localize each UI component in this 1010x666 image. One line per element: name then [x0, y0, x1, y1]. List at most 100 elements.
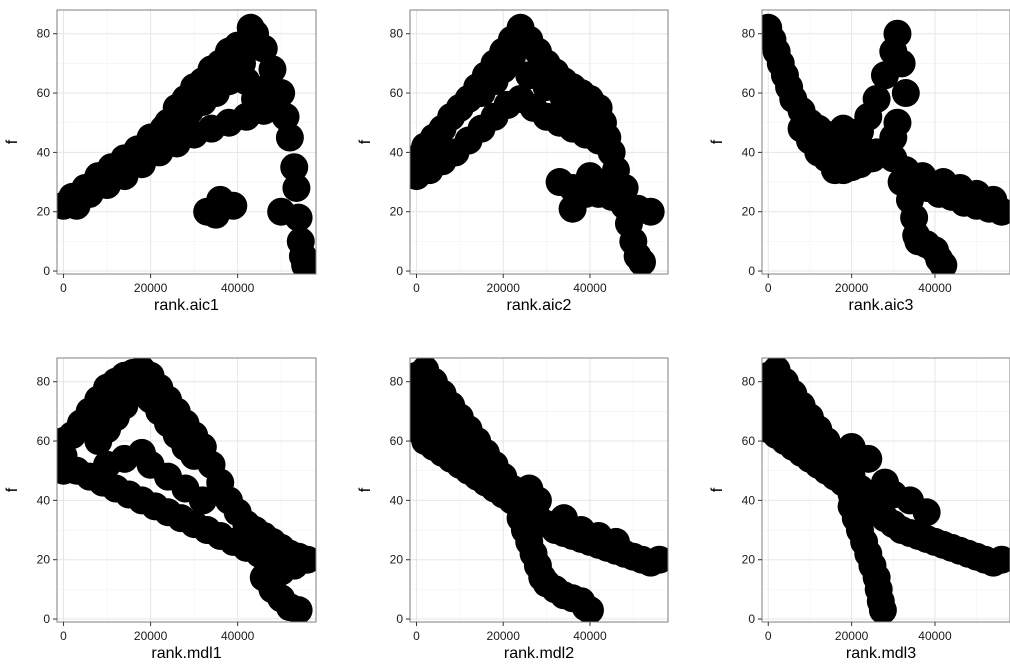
panel-border: [409, 357, 669, 623]
x-axis-title: rank.aic2: [507, 297, 572, 314]
data-point: [636, 197, 665, 226]
y-tick-label: 80: [390, 27, 404, 41]
y-tick-label: 80: [742, 375, 756, 389]
y-tick-label: 20: [390, 205, 404, 219]
data-point: [188, 67, 217, 96]
y-tick-label: 0: [43, 612, 50, 626]
panel-border: [761, 9, 1010, 275]
y-tick-label: 0: [396, 612, 403, 626]
data-point: [854, 444, 883, 473]
y-tick-label: 0: [43, 264, 50, 278]
data-point: [887, 49, 916, 78]
data-point: [280, 153, 309, 182]
data-point: [868, 596, 897, 622]
x-tick-label: 20000: [487, 629, 521, 643]
y-axis-title: f: [357, 487, 374, 492]
panel-3: 0 20000 40000 0 20 40 60 80 rank.aic3 f: [709, 9, 1010, 314]
panel-border: [409, 9, 669, 275]
data-point: [201, 200, 230, 229]
y-tick-label: 20: [37, 553, 51, 567]
y-tick-label: 20: [742, 205, 756, 219]
data-point: [154, 108, 182, 137]
x-tick-label: 20000: [487, 281, 521, 295]
x-tick-label: 40000: [573, 281, 607, 295]
data-point: [584, 126, 613, 155]
y-axis-title: f: [709, 487, 726, 492]
y-tick-label: 60: [390, 434, 404, 448]
data-point: [254, 73, 283, 102]
x-tick-label: 40000: [221, 629, 255, 643]
data-point: [891, 79, 920, 108]
x-tick-label: 0: [765, 629, 772, 643]
data-point: [601, 527, 630, 556]
x-tick-label: 40000: [573, 629, 607, 643]
panel-border: [761, 357, 1010, 623]
data-point: [804, 432, 833, 461]
x-axis-title: rank.aic3: [849, 297, 914, 314]
data-point: [267, 197, 296, 226]
data-point: [291, 251, 316, 274]
y-tick-label: 80: [37, 375, 51, 389]
y-axis-title: f: [357, 139, 374, 144]
data-point: [223, 31, 252, 60]
y-tick-label: 0: [396, 264, 403, 278]
data-point: [627, 248, 656, 274]
y-tick-label: 80: [37, 27, 51, 41]
data-point: [987, 545, 1010, 574]
x-axis-title: rank.mdl3: [846, 645, 916, 662]
data-point: [497, 43, 526, 72]
y-tick-label: 20: [390, 553, 404, 567]
x-tick-label: 0: [60, 629, 67, 643]
panel-1: 0 20000 40000 0 20 40 60 80 rank.aic1 f: [4, 9, 317, 314]
data-point: [275, 123, 304, 152]
y-tick-label: 20: [37, 205, 51, 219]
y-axis-title: f: [709, 139, 726, 144]
data-point: [558, 194, 587, 223]
panel-border: [56, 357, 317, 623]
y-axis-title: f: [4, 139, 21, 144]
data-point: [979, 185, 1008, 214]
y-tick-label: 40: [37, 493, 51, 507]
data-point: [454, 438, 483, 467]
y-axis-title: f: [4, 487, 21, 492]
data-point: [282, 173, 311, 202]
data-point: [280, 551, 309, 580]
point-layer: [410, 358, 668, 622]
point-layer: [410, 13, 665, 274]
data-point: [575, 596, 604, 622]
x-tick-label: 40000: [221, 281, 255, 295]
x-axis-title: rank.aic1: [154, 297, 219, 314]
data-point: [929, 251, 958, 274]
data-point: [862, 84, 891, 113]
x-tick-label: 40000: [918, 281, 952, 295]
y-tick-label: 20: [742, 553, 756, 567]
point-layer: [762, 358, 1010, 622]
panel-5: 0 20000 40000 0 20 40 60 80 rank.mdl2 f: [357, 357, 669, 662]
y-tick-label: 40: [742, 493, 756, 507]
point-layer: [57, 13, 316, 274]
data-point: [567, 96, 596, 125]
y-tick-label: 60: [390, 86, 404, 100]
panel-6: 0 20000 40000 0 20 40 60 80 rank.mdl3 f: [709, 357, 1010, 662]
x-tick-label: 20000: [134, 629, 168, 643]
y-tick-label: 60: [37, 434, 51, 448]
data-point: [829, 114, 858, 143]
y-tick-label: 0: [748, 612, 755, 626]
x-tick-label: 0: [60, 281, 67, 295]
data-point: [610, 173, 639, 202]
data-point: [171, 84, 200, 113]
x-tick-label: 0: [413, 629, 420, 643]
y-tick-label: 60: [742, 434, 756, 448]
data-point: [188, 486, 217, 515]
data-point: [645, 545, 668, 574]
y-tick-label: 60: [37, 86, 51, 100]
y-tick-label: 40: [390, 145, 404, 159]
panel-border: [56, 9, 317, 275]
y-tick-label: 60: [742, 86, 756, 100]
x-tick-label: 40000: [918, 629, 952, 643]
panel-4: 0 20000 40000 0 20 40 60 80 rank.mdl1 f: [4, 357, 317, 662]
x-tick-label: 0: [413, 281, 420, 295]
data-point: [912, 498, 941, 527]
x-axis-title: rank.mdl2: [504, 645, 574, 662]
